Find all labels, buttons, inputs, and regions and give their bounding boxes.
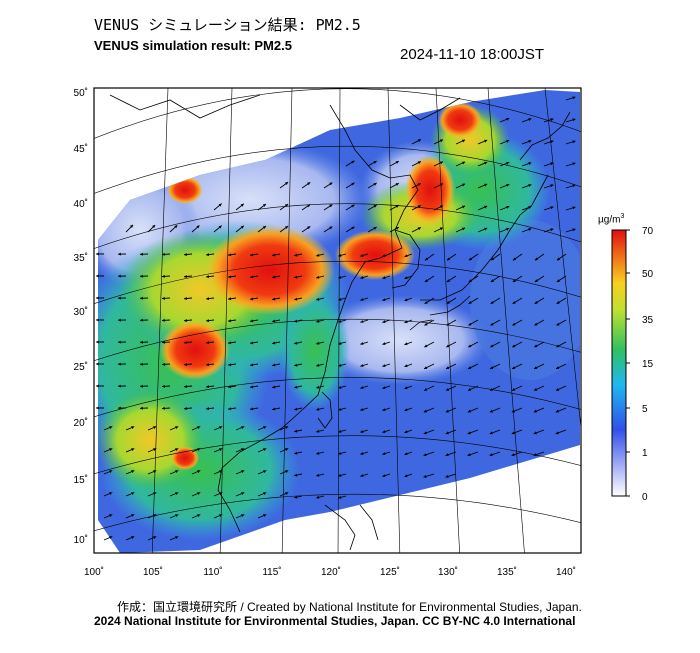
colorbar-label-0: 0 xyxy=(642,492,648,503)
lat-label-50: 50˚ xyxy=(74,87,88,99)
lat-label-30: 30˚ xyxy=(74,306,88,318)
colorbar-label-70: 70 xyxy=(642,226,654,237)
lat-label-20: 20˚ xyxy=(74,417,88,429)
credit-text: 作成：国立環境研究所 / Created by National Institu… xyxy=(117,598,582,615)
lon-label-135: 135˚ xyxy=(497,566,517,578)
colorbar-label-1: 1 xyxy=(642,448,648,459)
lon-label-115: 115˚ xyxy=(262,566,281,578)
lat-label-35: 35˚ xyxy=(74,252,88,264)
lon-label-130: 130˚ xyxy=(438,566,458,578)
colorbar-label-15: 15 xyxy=(642,359,654,370)
colorbar-label-5: 5 xyxy=(642,404,648,415)
lat-label-15: 15˚ xyxy=(74,474,88,486)
lat-label-25: 25˚ xyxy=(74,361,88,373)
lat-label-40: 40˚ xyxy=(74,198,88,210)
colorbar-label-35: 35 xyxy=(642,315,654,326)
unit-base: µg/m xyxy=(598,214,620,225)
colorbar: 70 50 35 15 5 1 0 xyxy=(612,226,654,503)
lon-label-140: 140˚ xyxy=(556,566,576,578)
lon-label-110: 110˚ xyxy=(203,566,222,578)
unit-sup: 3 xyxy=(620,213,624,220)
lon-label-100: 100˚ xyxy=(84,566,104,578)
colorbar-unit: µg/m3 xyxy=(598,213,624,225)
lon-label-105: 105˚ xyxy=(143,566,163,578)
copyright-text: 2024 National Institute for Environmenta… xyxy=(94,614,575,628)
lat-label-10: 10˚ xyxy=(74,534,88,546)
lat-label-45: 45˚ xyxy=(74,143,88,155)
lon-label-125: 125˚ xyxy=(380,566,400,578)
lon-label-120: 120˚ xyxy=(321,566,341,578)
colorbar-label-50: 50 xyxy=(642,269,654,280)
